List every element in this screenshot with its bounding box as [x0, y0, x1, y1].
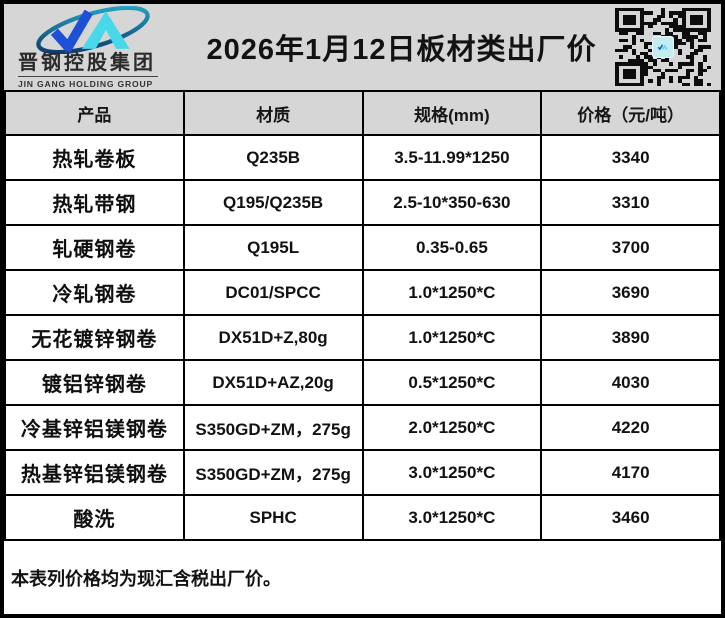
company-name-en: JIN GANG HOLDING GROUP	[18, 78, 154, 89]
material-cell: DX51D+Z,80g	[182, 314, 364, 361]
product-cell: 热基锌铝镁钢卷	[4, 449, 185, 496]
top-band: 晋钢控股集团 JIN GANG HOLDING GROUP 2026年1月12日…	[4, 4, 721, 90]
product-cell: 轧硬钢卷	[4, 224, 185, 271]
price-cell: 3890	[540, 314, 721, 361]
product-cell: 冷轧钢卷	[4, 269, 185, 316]
table-row: 轧硬钢卷 Q195L 0.35-0.65 3700	[4, 224, 721, 271]
qr-code	[615, 8, 711, 86]
price-cell: 3310	[540, 179, 721, 226]
table-row: 热轧带钢 Q195/Q235B 2.5-10*350-630 3310	[4, 179, 721, 226]
page-title: 2026年1月12日板材类出厂价	[206, 34, 597, 66]
qr-center-logo-icon	[652, 36, 674, 58]
footer-note: 本表列价格均为现汇含税出厂价。	[4, 541, 721, 614]
product-cell: 热轧带钢	[4, 179, 185, 226]
company-logo: 晋钢控股集团 JIN GANG HOLDING GROUP	[12, 5, 192, 89]
material-cell: DC01/SPCC	[182, 269, 364, 316]
column-header: 价格（元/吨）	[540, 90, 721, 136]
product-cell: 酸洗	[4, 494, 185, 541]
product-cell: 冷基锌铝镁钢卷	[4, 404, 185, 451]
table-row: 热基锌铝镁钢卷 S350GD+ZM，275g 3.0*1250*C 4170	[4, 449, 721, 496]
material-cell: S350GD+ZM，275g	[182, 404, 364, 451]
company-name-cn: 晋钢控股集团	[18, 52, 158, 77]
price-cell: 3340	[540, 134, 721, 181]
product-cell: 镀铝锌钢卷	[4, 359, 185, 406]
spec-cell: 3.0*1250*C	[361, 449, 543, 496]
spec-cell: 1.0*1250*C	[361, 269, 543, 316]
price-cell: 4170	[540, 449, 721, 496]
product-cell: 热轧卷板	[4, 134, 185, 181]
spec-cell: 1.0*1250*C	[361, 314, 543, 361]
price-cell: 3690	[540, 269, 721, 316]
price-table: 产品 材质 规格(mm) 价格（元/吨） 热轧卷板 Q235B 3.5-11.99*125…	[4, 90, 721, 541]
spec-cell: 0.5*1250*C	[361, 359, 543, 406]
price-cell: 3460	[540, 494, 721, 541]
material-cell: Q195/Q235B	[182, 179, 364, 226]
column-header: 材质	[182, 90, 364, 136]
material-cell: S350GD+ZM，275g	[182, 449, 364, 496]
material-cell: Q235B	[182, 134, 364, 181]
company-logo-icon	[36, 5, 150, 54]
spec-cell: 0.35-0.65	[361, 224, 543, 271]
price-cell: 3700	[540, 224, 721, 271]
material-cell: DX51D+AZ,20g	[182, 359, 364, 406]
product-cell: 无花镀锌钢卷	[4, 314, 185, 361]
table-header-row: 产品 材质 规格(mm) 价格（元/吨）	[4, 90, 721, 136]
table-row: 酸洗 SPHC 3.0*1250*C 3460	[4, 494, 721, 541]
column-header: 产品	[4, 90, 185, 136]
spec-cell: 3.5-11.99*1250	[361, 134, 543, 181]
table-row: 冷基锌铝镁钢卷 S350GD+ZM，275g 2.0*1250*C 4220	[4, 404, 721, 451]
price-cell: 4030	[540, 359, 721, 406]
spec-cell: 3.0*1250*C	[361, 494, 543, 541]
spec-cell: 2.0*1250*C	[361, 404, 543, 451]
material-cell: SPHC	[182, 494, 364, 541]
material-cell: Q195L	[182, 224, 364, 271]
table-body: 热轧卷板 Q235B 3.5-11.99*1250 3340 热轧带钢 Q195/Q235…	[4, 134, 721, 541]
table-row: 冷轧钢卷 DC01/SPCC 1.0*1250*C 3690	[4, 269, 721, 316]
table-row: 热轧卷板 Q235B 3.5-11.99*1250 3340	[4, 134, 721, 181]
spec-cell: 2.5-10*350-630	[361, 179, 543, 226]
column-header: 规格(mm)	[361, 90, 543, 136]
table-row: 镀铝锌钢卷 DX51D+AZ,20g 0.5*1250*C 4030	[4, 359, 721, 406]
table-row: 无花镀锌钢卷 DX51D+Z,80g 1.0*1250*C 3890	[4, 314, 721, 361]
price-cell: 4220	[540, 404, 721, 451]
